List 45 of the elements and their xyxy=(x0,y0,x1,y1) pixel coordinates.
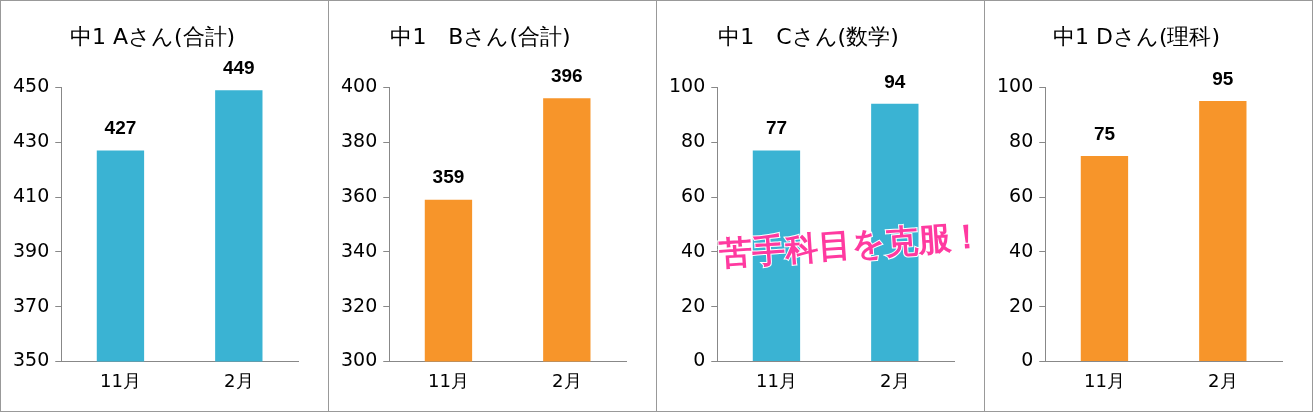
annotation: 苦手科目を克服！ xyxy=(717,214,986,276)
chart-title: 中1 Aさん(合計) xyxy=(69,23,236,49)
data-label: 449 xyxy=(222,56,255,78)
y-tick-label: 300 xyxy=(341,348,378,371)
x-tick-label: 2月 xyxy=(224,369,254,391)
data-label: 396 xyxy=(550,65,583,87)
chart-title: 中1 Dさん(理科) xyxy=(1052,23,1221,49)
data-label: 427 xyxy=(104,117,137,139)
x-tick-label: 11月 xyxy=(756,369,797,391)
y-tick-label: 100 xyxy=(997,74,1034,97)
x-tick-label: 11月 xyxy=(1084,369,1125,391)
y-tick-label: 390 xyxy=(13,238,50,261)
x-tick-label: 2月 xyxy=(880,369,910,391)
y-tick-label: 380 xyxy=(341,129,378,152)
y-tick-label: 60 xyxy=(1009,183,1034,206)
data-label: 75 xyxy=(1093,122,1116,144)
chart-title: 中1 Bさん(合計) xyxy=(390,23,571,49)
x-tick-label: 11月 xyxy=(428,369,469,391)
y-tick-label: 370 xyxy=(13,293,50,316)
chart-title: 中1 Cさん(数学) xyxy=(718,23,899,49)
y-tick-label: 60 xyxy=(681,183,706,206)
y-tick-label: 0 xyxy=(693,348,706,371)
data-label: 94 xyxy=(884,70,906,92)
y-tick-label: 80 xyxy=(1009,129,1034,152)
data-label: 95 xyxy=(1212,67,1234,89)
y-tick-label: 410 xyxy=(13,183,50,206)
y-tick-label: 430 xyxy=(13,129,50,152)
x-tick-label: 2月 xyxy=(552,369,582,391)
y-tick-label: 450 xyxy=(13,74,50,97)
y-tick-label: 20 xyxy=(681,293,706,316)
data-label: 359 xyxy=(432,166,465,188)
y-tick-label: 40 xyxy=(1009,238,1034,261)
data-label: 77 xyxy=(765,117,788,139)
x-tick-label: 11月 xyxy=(100,369,141,391)
y-tick-label: 350 xyxy=(13,348,50,371)
y-tick-label: 400 xyxy=(341,74,378,97)
x-tick-label: 2月 xyxy=(1208,369,1238,391)
y-tick-label: 40 xyxy=(681,238,706,261)
y-tick-label: 80 xyxy=(681,129,706,152)
y-tick-label: 320 xyxy=(341,293,378,316)
y-tick-label: 360 xyxy=(341,183,378,206)
y-tick-label: 20 xyxy=(1009,293,1034,316)
y-tick-label: 340 xyxy=(341,238,378,261)
y-tick-label: 100 xyxy=(669,74,706,97)
y-tick-label: 0 xyxy=(1021,348,1034,371)
